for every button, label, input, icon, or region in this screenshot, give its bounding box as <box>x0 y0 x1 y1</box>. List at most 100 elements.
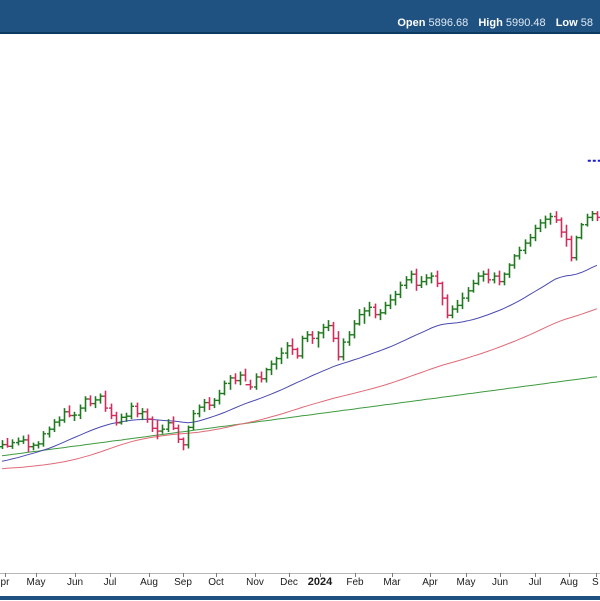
x-tick-mark <box>320 573 321 577</box>
ohlc-bar <box>341 338 346 361</box>
ohlc-bar <box>476 272 481 286</box>
ohlc-bar <box>47 426 52 438</box>
ohlc-bar <box>166 419 171 432</box>
high-label: High <box>478 17 503 29</box>
moving-average-mid-line <box>1 308 598 470</box>
ohlc-bar <box>5 438 10 448</box>
ohlc-bar <box>248 379 253 390</box>
ohlc-bar <box>78 404 83 420</box>
ohlc-bar <box>150 416 155 432</box>
ohlc-bar <box>440 281 445 306</box>
ohlc-bar <box>383 301 388 315</box>
ohlc-bar <box>595 211 600 222</box>
ohlc-bar <box>445 294 450 319</box>
x-tick-mark <box>466 573 467 577</box>
ohlc-bar <box>321 323 326 339</box>
ohlc-bar <box>279 347 284 365</box>
x-tick-label: Aug <box>560 577 578 588</box>
ohlc-bar <box>429 272 434 284</box>
x-tick-mark <box>392 573 393 577</box>
ohlc-readout: Open 5896.68 High 5990.48 Low 58 <box>397 0 600 34</box>
ohlc-bar <box>212 398 217 409</box>
ohlc-bar <box>497 270 502 286</box>
ohlc-bar <box>145 408 150 423</box>
ohlc-bar <box>466 287 471 302</box>
x-tick-label: Jun <box>66 577 84 588</box>
x-tick-mark <box>596 573 597 577</box>
ohlc-bar <box>305 331 310 343</box>
ohlc-bar <box>93 396 98 409</box>
ohlc-bar <box>202 399 207 412</box>
x-tick-label: May <box>456 577 476 588</box>
ma-long-series <box>1 376 598 457</box>
x-tick-mark <box>569 573 570 577</box>
ohlc-bar <box>207 397 212 410</box>
x-tick-label: Jul <box>528 577 542 588</box>
ma-mid-series <box>1 308 598 470</box>
ohlc-bar <box>533 224 538 242</box>
ohlc-bar <box>238 371 243 386</box>
ohlc-bar <box>186 425 191 449</box>
x-tick-label: Jun <box>491 577 509 588</box>
ohlc-bar <box>559 217 564 238</box>
ohlc-bar <box>41 431 46 447</box>
ohlc-bar <box>579 222 584 240</box>
ohlc-bar <box>310 331 315 344</box>
ohlc-bar <box>388 294 393 310</box>
x-tick-label: Aug <box>140 577 158 588</box>
ohlc-bar <box>52 419 57 432</box>
x-tick-label: Apr <box>422 577 438 588</box>
ohlc-bar <box>538 219 543 233</box>
ohlc-bar <box>331 321 336 343</box>
ohlc-bar <box>103 390 108 412</box>
bottom-border <box>0 596 600 600</box>
ohlc-bars <box>0 211 600 453</box>
ohlc-bar <box>67 405 72 418</box>
ohlc-bar <box>414 268 419 291</box>
x-tick-mark <box>255 573 256 577</box>
ohlc-bar <box>114 411 119 426</box>
ohlc-bar <box>548 212 553 225</box>
ohlc-bar <box>88 395 93 407</box>
ohlc-bar <box>160 424 165 434</box>
ohlc-bar <box>83 396 88 412</box>
ohlc-bar <box>543 215 548 229</box>
open-value: 5896.68 <box>428 17 469 29</box>
x-tick-label: Sep <box>174 577 192 588</box>
ohlc-bar <box>129 402 134 420</box>
ohlc-bar <box>574 235 579 261</box>
moving-average-short-line <box>1 264 598 462</box>
ohlc-bar <box>285 342 290 359</box>
x-tick-label: S <box>591 577 599 588</box>
ohlc-bar <box>347 331 352 346</box>
x-tick-label: Nov <box>246 577 264 588</box>
x-tick-mark <box>500 573 501 577</box>
price-chart-svg <box>0 159 600 470</box>
ohlc-bar <box>243 368 248 386</box>
ohlc-bar <box>316 331 321 348</box>
ohlc-bar <box>393 290 398 306</box>
ohlc-bar <box>10 439 15 449</box>
ohlc-bar <box>460 292 465 310</box>
ohlc-bar <box>424 274 429 286</box>
ohlc-bar <box>569 235 574 262</box>
ohlc-bar <box>57 416 62 427</box>
ohlc-bar <box>362 307 367 324</box>
ohlc-bar <box>507 263 512 278</box>
ohlc-bar <box>409 270 414 284</box>
ohlc-bar <box>171 416 176 431</box>
ohlc-bar <box>176 424 181 443</box>
x-tick-label: Jul <box>103 577 117 588</box>
ohlc-bar <box>233 373 238 385</box>
price-plot-area[interactable] <box>0 36 600 573</box>
x-tick-mark <box>289 573 290 577</box>
ohlc-bar <box>264 367 269 383</box>
ohlc-bar <box>290 338 295 355</box>
ohlc-bar <box>517 246 522 260</box>
ohlc-bar <box>119 413 124 425</box>
ohlc-bar <box>274 356 279 370</box>
ohlc-bar <box>450 305 455 319</box>
ohlc-bar <box>36 441 41 449</box>
high-value: 5990.48 <box>505 17 546 29</box>
